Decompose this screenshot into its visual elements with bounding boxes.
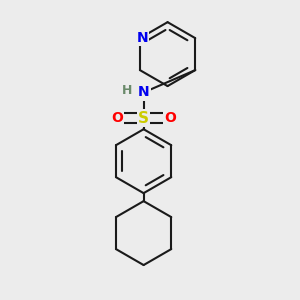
Text: H: H: [122, 84, 132, 98]
Text: N: N: [138, 85, 149, 100]
Text: S: S: [138, 110, 149, 125]
Text: O: O: [111, 111, 123, 125]
Text: N: N: [136, 31, 148, 45]
Text: O: O: [164, 111, 176, 125]
